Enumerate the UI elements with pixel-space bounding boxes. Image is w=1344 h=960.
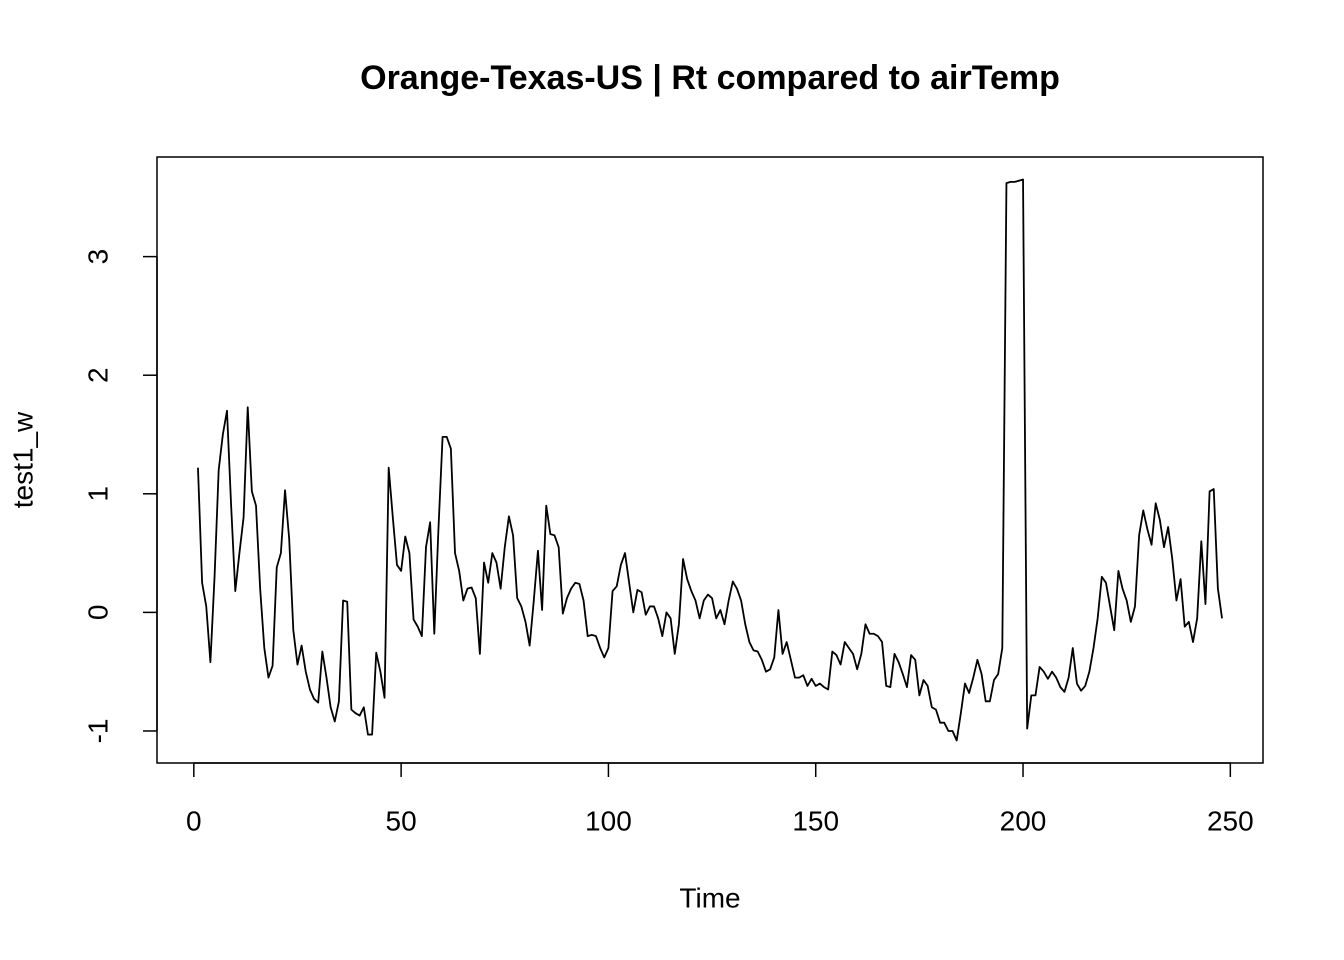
data-line xyxy=(197,178,1223,742)
x-tick-label: 0 xyxy=(186,805,202,836)
x-tick-label: 150 xyxy=(792,805,839,836)
y-tick-label: 2 xyxy=(82,367,113,383)
x-tick-label: 100 xyxy=(585,805,632,836)
y-tick-label: 3 xyxy=(82,249,113,265)
x-tick-label: 50 xyxy=(386,805,417,836)
y-tick-label: 1 xyxy=(82,486,113,502)
y-tick-label: -1 xyxy=(82,719,113,744)
chart-title: Orange-Texas-US | Rt compared to airTemp xyxy=(360,59,1060,97)
y-axis-label: test1_w xyxy=(7,411,38,508)
x-axis-label: Time xyxy=(679,882,740,913)
x-tick-label: 250 xyxy=(1207,805,1254,836)
x-tick-label: 200 xyxy=(1000,805,1047,836)
y-tick-label: 0 xyxy=(82,605,113,621)
